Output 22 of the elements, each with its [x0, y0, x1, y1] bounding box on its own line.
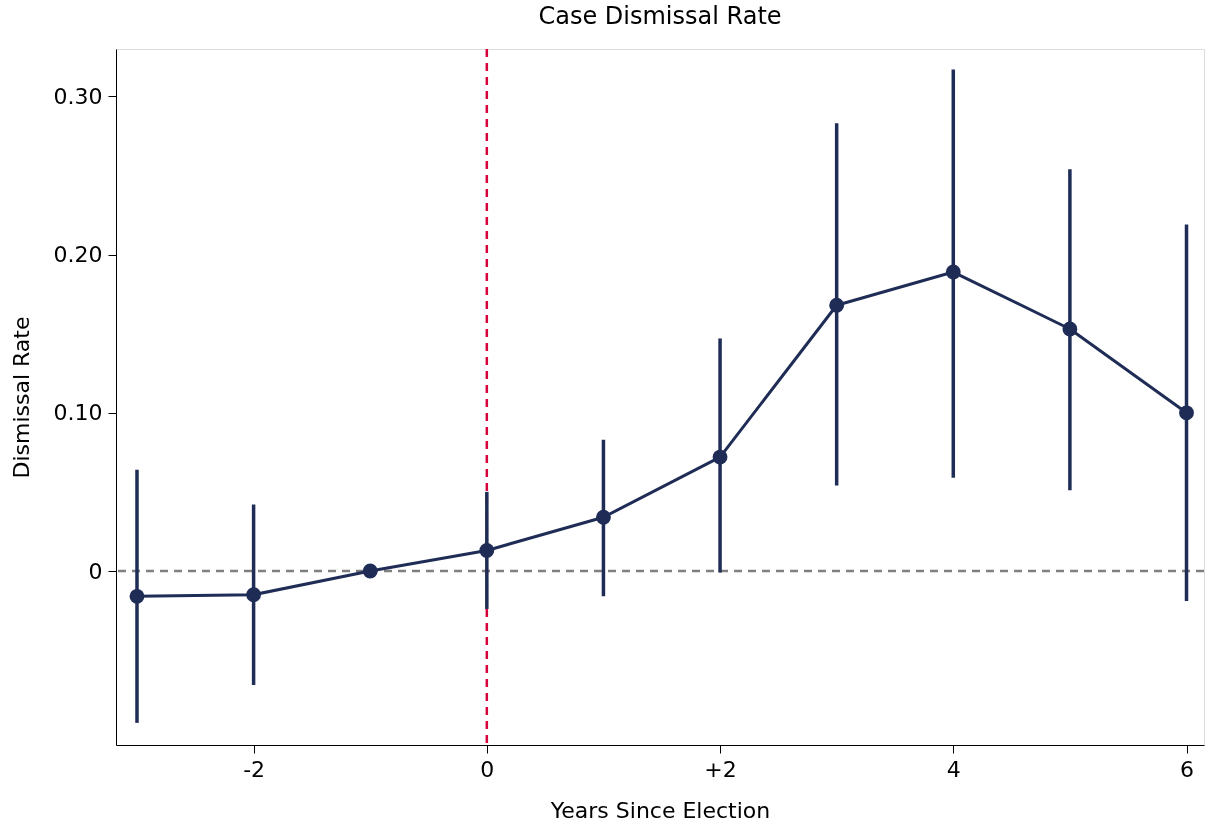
- point: [712, 449, 728, 465]
- point: [945, 264, 961, 280]
- point: [1179, 405, 1194, 421]
- point: [596, 509, 611, 525]
- y-tick-label: 0: [88, 558, 103, 584]
- point: [362, 563, 378, 579]
- y-tick-label: 0.30: [53, 83, 103, 109]
- x-tick-label: 0: [480, 756, 495, 782]
- point: [479, 543, 495, 558]
- y-axis-title: Dismissal Rate: [8, 316, 34, 479]
- x-tick-label: -2: [243, 756, 266, 782]
- point: [246, 587, 262, 603]
- y-tick-label: 0.10: [53, 400, 103, 426]
- point: [129, 588, 145, 604]
- chart-title: Case Dismissal Rate: [538, 2, 782, 30]
- y-tick-label: 0.20: [53, 242, 103, 268]
- point: [1062, 321, 1078, 337]
- x-tick-label: 4: [946, 756, 961, 782]
- point: [829, 297, 845, 313]
- x-axis-title: Years Since Election: [549, 797, 771, 823]
- x-tick-label: +2: [704, 756, 737, 782]
- x-tick-label: 6: [1180, 756, 1195, 782]
